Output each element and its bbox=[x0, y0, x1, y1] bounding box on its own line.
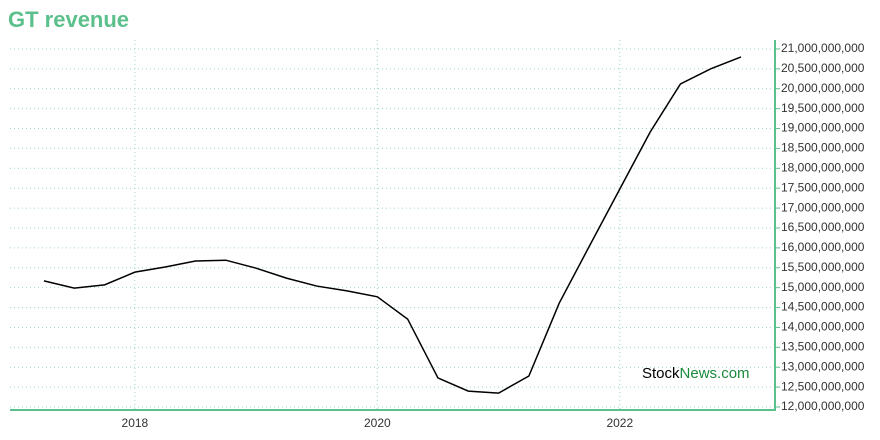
y-tick-label: 12,000,000,000 bbox=[781, 399, 865, 413]
x-tick-label: 2022 bbox=[606, 416, 633, 430]
y-tick-label: 19,000,000,000 bbox=[781, 121, 865, 135]
y-tick-label: 13,500,000,000 bbox=[781, 340, 865, 354]
y-tick-label: 13,000,000,000 bbox=[781, 359, 865, 373]
y-tick-label: 14,500,000,000 bbox=[781, 300, 865, 314]
line bbox=[43, 56, 742, 394]
y-tick-label: 16,000,000,000 bbox=[781, 240, 865, 254]
y-tick-label: 16,500,000,000 bbox=[781, 220, 865, 234]
y-tick-label: 18,500,000,000 bbox=[781, 141, 865, 155]
y-tick-label: 19,500,000,000 bbox=[781, 101, 865, 115]
y-tick-label: 14,000,000,000 bbox=[781, 320, 865, 334]
chart-title: GT revenue bbox=[8, 7, 129, 32]
y-tick-label: 20,000,000,000 bbox=[781, 81, 865, 95]
y-tick-label: 18,000,000,000 bbox=[781, 160, 865, 174]
watermark: StockNews.com bbox=[642, 365, 750, 382]
watermark-part: Stock bbox=[642, 365, 680, 382]
y-tick-label: 15,500,000,000 bbox=[781, 260, 865, 274]
y-tick-label: 15,000,000,000 bbox=[781, 280, 865, 294]
y-tick-label: 12,500,000,000 bbox=[781, 379, 865, 393]
watermark-part: News.com bbox=[680, 365, 750, 382]
x-tick-label: 2018 bbox=[122, 416, 149, 430]
x-tick-label: 2020 bbox=[364, 416, 391, 430]
y-tick-label: 21,000,000,000 bbox=[781, 41, 865, 55]
y-tick-label: 20,500,000,000 bbox=[781, 61, 865, 75]
y-tick-label: 17,000,000,000 bbox=[781, 200, 865, 214]
y-tick-label: 17,500,000,000 bbox=[781, 180, 865, 194]
